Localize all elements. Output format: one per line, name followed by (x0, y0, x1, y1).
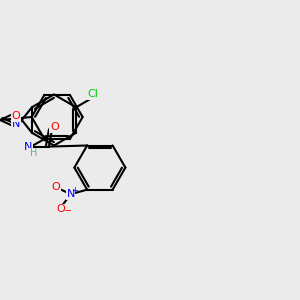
Text: N: N (12, 119, 20, 129)
Text: O: O (50, 122, 59, 132)
Text: N: N (24, 142, 32, 152)
Text: O: O (12, 111, 20, 121)
Text: N: N (66, 189, 75, 199)
Text: Cl: Cl (87, 89, 98, 99)
Text: +: + (71, 186, 78, 195)
Text: −: − (64, 206, 72, 216)
Text: O: O (52, 182, 61, 192)
Text: H: H (30, 148, 37, 158)
Text: O: O (56, 204, 65, 214)
